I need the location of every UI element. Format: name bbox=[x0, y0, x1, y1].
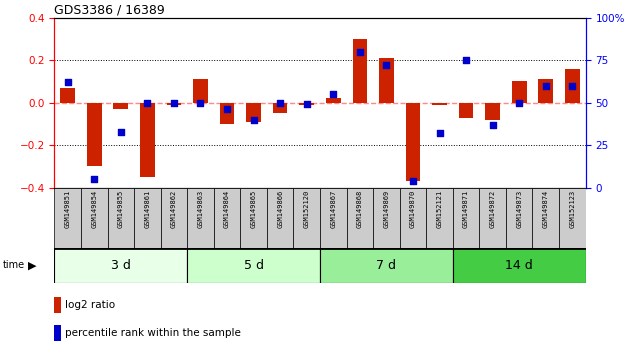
Point bbox=[222, 107, 232, 112]
Text: 14 d: 14 d bbox=[506, 259, 533, 272]
Bar bbox=[188, 188, 214, 248]
Bar bbox=[565, 69, 580, 103]
Bar bbox=[506, 188, 532, 248]
Point bbox=[275, 100, 285, 105]
Bar bbox=[399, 188, 426, 248]
Text: GSM149869: GSM149869 bbox=[383, 189, 389, 228]
Bar bbox=[267, 188, 293, 248]
Point bbox=[514, 100, 524, 105]
Point bbox=[541, 83, 551, 88]
Bar bbox=[81, 188, 108, 248]
Point bbox=[435, 130, 445, 136]
Bar bbox=[432, 103, 447, 105]
Text: GDS3386 / 16389: GDS3386 / 16389 bbox=[54, 4, 165, 17]
Bar bbox=[300, 103, 314, 105]
Bar bbox=[320, 248, 453, 283]
Bar bbox=[379, 58, 394, 103]
Bar bbox=[54, 297, 61, 313]
Text: GSM149855: GSM149855 bbox=[118, 189, 124, 228]
Bar bbox=[406, 103, 420, 181]
Text: GSM149868: GSM149868 bbox=[357, 189, 363, 228]
Text: GSM149862: GSM149862 bbox=[171, 189, 177, 228]
Point bbox=[567, 83, 577, 88]
Bar bbox=[353, 39, 367, 103]
Text: 5 d: 5 d bbox=[244, 259, 264, 272]
Bar bbox=[538, 79, 553, 103]
Point bbox=[248, 117, 259, 122]
Bar bbox=[166, 103, 181, 105]
Bar bbox=[241, 188, 267, 248]
Point bbox=[169, 100, 179, 105]
Text: 7 d: 7 d bbox=[376, 259, 396, 272]
Bar bbox=[485, 103, 500, 120]
Text: GSM149854: GSM149854 bbox=[92, 189, 97, 228]
Bar bbox=[532, 188, 559, 248]
Bar bbox=[246, 103, 261, 122]
Bar bbox=[453, 188, 479, 248]
Bar bbox=[161, 188, 188, 248]
Text: GSM149864: GSM149864 bbox=[224, 189, 230, 228]
Bar bbox=[320, 188, 347, 248]
Text: GSM149867: GSM149867 bbox=[330, 189, 336, 228]
Point bbox=[63, 79, 73, 85]
Text: GSM149866: GSM149866 bbox=[277, 189, 283, 228]
Bar bbox=[512, 81, 527, 103]
Bar bbox=[220, 103, 234, 124]
Text: GSM152121: GSM152121 bbox=[436, 189, 442, 228]
Text: GSM149873: GSM149873 bbox=[516, 189, 522, 228]
Bar bbox=[87, 103, 102, 166]
Bar bbox=[294, 188, 320, 248]
Bar bbox=[140, 103, 155, 177]
Bar bbox=[54, 188, 81, 248]
Text: GSM149863: GSM149863 bbox=[198, 189, 204, 228]
Bar bbox=[134, 188, 161, 248]
Point bbox=[355, 49, 365, 55]
Text: percentile rank within the sample: percentile rank within the sample bbox=[65, 328, 241, 338]
Bar bbox=[108, 188, 134, 248]
Point bbox=[116, 129, 126, 135]
Text: GSM149872: GSM149872 bbox=[490, 189, 495, 228]
Bar bbox=[54, 248, 188, 283]
Bar bbox=[459, 103, 474, 118]
Point bbox=[488, 122, 498, 127]
Text: GSM152123: GSM152123 bbox=[570, 189, 575, 228]
Bar bbox=[188, 248, 320, 283]
Text: time: time bbox=[3, 261, 26, 270]
Bar bbox=[426, 188, 453, 248]
Bar bbox=[60, 88, 75, 103]
Point bbox=[381, 62, 392, 68]
Bar bbox=[54, 325, 61, 341]
Text: 3 d: 3 d bbox=[111, 259, 131, 272]
Bar bbox=[453, 248, 586, 283]
Bar bbox=[326, 98, 340, 103]
Text: GSM149861: GSM149861 bbox=[145, 189, 150, 228]
Bar bbox=[373, 188, 400, 248]
Bar bbox=[273, 103, 287, 113]
Point bbox=[461, 57, 471, 63]
Bar bbox=[559, 188, 586, 248]
Text: GSM149874: GSM149874 bbox=[543, 189, 548, 228]
Text: log2 ratio: log2 ratio bbox=[65, 300, 115, 310]
Bar bbox=[347, 188, 373, 248]
Point bbox=[301, 102, 312, 107]
Text: GSM149871: GSM149871 bbox=[463, 189, 469, 228]
Point bbox=[195, 100, 205, 105]
Text: GSM152120: GSM152120 bbox=[304, 189, 310, 228]
Text: GSM149870: GSM149870 bbox=[410, 189, 416, 228]
Point bbox=[408, 178, 418, 184]
Bar bbox=[479, 188, 506, 248]
Text: GSM149865: GSM149865 bbox=[251, 189, 257, 228]
Point bbox=[89, 176, 99, 182]
Text: GSM149851: GSM149851 bbox=[65, 189, 70, 228]
Bar bbox=[214, 188, 241, 248]
Text: ▶: ▶ bbox=[28, 261, 36, 270]
Point bbox=[328, 91, 339, 97]
Bar bbox=[113, 103, 128, 109]
Point bbox=[142, 100, 152, 105]
Bar bbox=[193, 79, 208, 103]
